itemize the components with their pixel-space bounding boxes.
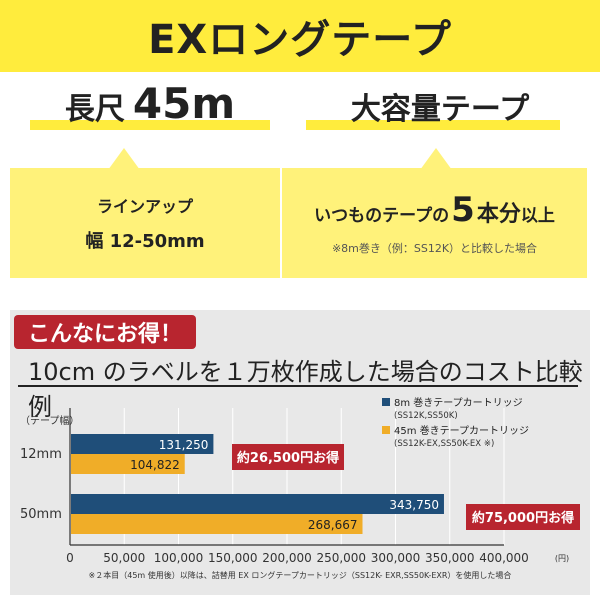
length-headline-prefix: 長尺 (64, 92, 125, 127)
callout-arrow (108, 148, 140, 170)
category-label: 50mm (20, 507, 62, 522)
capacity-number: 5 (451, 190, 475, 230)
x-tick-label: 350,000 (425, 551, 475, 565)
bar (71, 434, 214, 454)
capacity-prefix: いつものテープの (314, 206, 450, 226)
x-tick-label: 300,000 (371, 551, 421, 565)
feature-capacity: 大容量テープ (290, 78, 590, 134)
category-label: 12mm (20, 447, 62, 462)
legend-sublabel: (SS12K-EX,SS50K-EX ※) (394, 439, 494, 449)
x-tick-label: 0 (66, 551, 74, 565)
legend-sublabel: (SS12K,SS50K) (394, 411, 458, 421)
bar (71, 454, 185, 474)
capacity-note: ※8m巻き（例：SS12K）と比較した場合 (331, 242, 538, 255)
capacity-box: いつものテープの 5 本分 以上 ※8m巻き（例：SS12K）と比較した場合 (282, 168, 587, 278)
category-axis-title: （テープ幅） (20, 414, 79, 427)
bar-value-label: 343,750 (389, 498, 439, 512)
length-headline-value: 45m (132, 79, 236, 128)
headline-underline (30, 120, 270, 130)
capacity-unit: 本分 (476, 202, 521, 227)
banner: EXロングテープ (0, 0, 600, 72)
savings-callout (232, 444, 344, 470)
feature-length: 長尺 45m (10, 78, 290, 134)
legend-swatch (382, 426, 390, 434)
savings-callout-text: 約75,000円お得 (472, 510, 574, 526)
chart-footnote: ※２本目（45m 使用後）以降は、詰替用 EX ロングテープカートリッジ（SS1… (89, 570, 512, 580)
bar-value-label: 131,250 (159, 438, 209, 452)
x-tick-label: 250,000 (316, 551, 366, 565)
capacity-headline-text: 大容量テープ (350, 92, 530, 127)
heading-rule (18, 385, 578, 387)
chart-heading: 10cm のラベルを１万枚作成した場合のコスト比較例 (28, 358, 583, 421)
savings-callout-text: 約26,500円お得 (237, 450, 339, 466)
headline-underline (306, 120, 560, 130)
x-tick-label: 100,000 (154, 551, 204, 565)
capacity-claim: いつものテープの 5 本分 以上 (314, 190, 555, 230)
bar (71, 514, 363, 534)
bar-value-label: 268,667 (308, 518, 358, 532)
bar (71, 494, 444, 514)
capacity-suffix: 以上 (520, 206, 555, 226)
savings-callout (466, 504, 580, 530)
legend-label: 45m 巻きテープカートリッジ (394, 425, 529, 437)
x-tick-label: 200,000 (262, 551, 312, 565)
x-tick-label: 400,000 (479, 551, 529, 565)
capacity-headline: 大容量テープ (290, 78, 590, 134)
length-headline: 長尺 45m (10, 78, 290, 134)
lineup-box: ラインアップ 幅 12-50mm (10, 168, 280, 278)
legend-swatch (382, 398, 390, 406)
lineup-label: ラインアップ (96, 197, 193, 216)
x-tick-label: 50,000 (103, 551, 145, 565)
x-unit-label: (円) (555, 554, 569, 563)
savings-badge: こんなにお得！ (14, 315, 197, 349)
callout-arrow (420, 148, 452, 170)
x-tick-label: 150,000 (208, 551, 258, 565)
bar-value-label: 104,822 (130, 458, 180, 472)
legend-label: 8m 巻きテープカートリッジ (394, 397, 523, 409)
width-range: 幅 12-50mm (85, 231, 205, 252)
banner-title: EXロングテープ (148, 17, 452, 63)
